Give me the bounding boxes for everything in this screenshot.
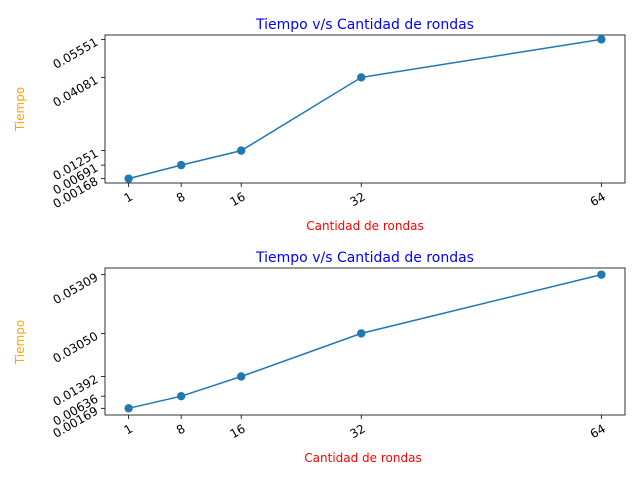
- series-line: [128, 38, 602, 180]
- y-axis-label: Tiempo: [13, 87, 27, 132]
- x-tick-label: 1: [122, 189, 136, 205]
- series: [124, 35, 606, 183]
- data-point: [357, 329, 366, 338]
- data-point: [597, 270, 606, 279]
- chart-top: Tiempo v/s Cantidad de rondas 1 8 16 32 64 0…: [13, 17, 626, 233]
- y-tick-label: 0.04081: [51, 73, 101, 110]
- y-tick-label: 0.05551: [51, 35, 101, 72]
- data-point: [124, 174, 133, 183]
- chart-title: Tiempo v/s Cantidad de rondas: [255, 17, 474, 33]
- x-tick-label: 1: [122, 421, 136, 437]
- data-point: [176, 160, 186, 170]
- data-point: [597, 35, 606, 44]
- series-line: [128, 273, 602, 410]
- x-tick-label: 16: [227, 421, 247, 441]
- x-tick-label: 32: [348, 421, 368, 441]
- x-tick-label: 32: [348, 189, 368, 209]
- x-tick-label: 16: [227, 189, 247, 209]
- x-ticks: 1 8 16 32 64: [122, 415, 608, 441]
- chart-bottom: Tiempo v/s Cantidad de rondas 1 8 16 32 64 0…: [13, 250, 626, 465]
- y-tick-label: 0.05309: [51, 270, 101, 307]
- x-tick-label: 8: [174, 421, 188, 437]
- x-axis-label: Cantidad de rondas: [306, 219, 423, 233]
- axes-frame: [104, 34, 626, 184]
- data-point: [236, 372, 246, 381]
- x-axis-label: Cantidad de rondas: [304, 451, 421, 465]
- data-point: [236, 146, 246, 155]
- data-point: [176, 391, 186, 401]
- chart-title: Tiempo v/s Cantidad de rondas: [255, 250, 474, 266]
- y-axis-label: Tiempo: [13, 320, 27, 365]
- x-ticks: 1 8 16 32 64: [122, 183, 608, 209]
- data-point: [357, 73, 366, 82]
- x-tick-label: 64: [588, 421, 608, 441]
- axes-frame: [104, 267, 626, 416]
- y-tick-label: 0.03050: [51, 329, 101, 366]
- data-point: [124, 404, 133, 413]
- x-tick-label: 8: [174, 189, 188, 205]
- series: [124, 270, 606, 413]
- x-tick-label: 64: [588, 189, 608, 209]
